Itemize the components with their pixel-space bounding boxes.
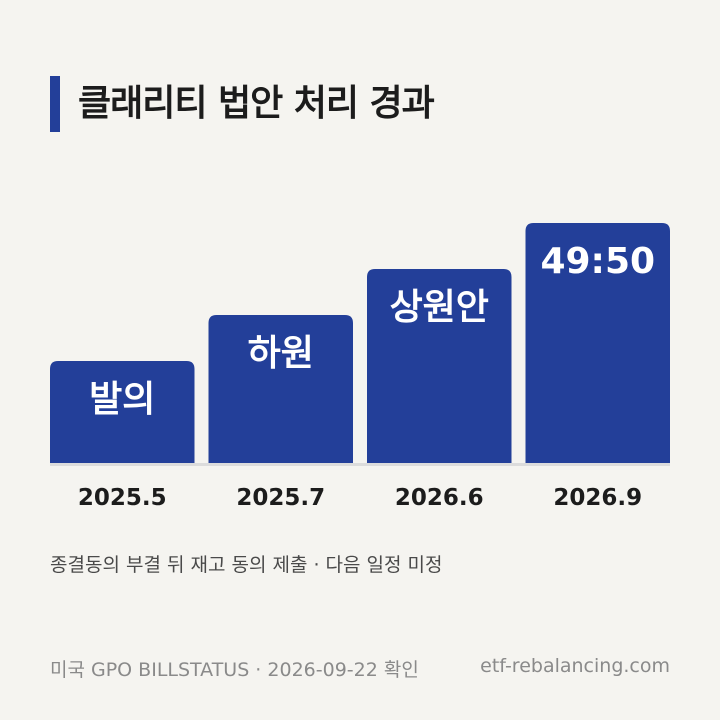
bar-label-0: 발의 [89, 379, 155, 420]
bar-label-3: 49:50 [540, 241, 655, 282]
site-url: etf-rebalancing.com [480, 655, 670, 677]
x-tick-label-0: 2025.5 [78, 485, 167, 511]
x-tick-label-1: 2025.7 [236, 485, 325, 511]
title-accent-bar [50, 76, 60, 132]
x-tick-label-3: 2026.9 [553, 485, 642, 511]
bar-2 [367, 269, 512, 463]
source-text: 미국 GPO BILLSTATUS · 2026-09-22 확인 [50, 659, 419, 681]
chart-note: 종결동의 부결 뒤 재고 동의 제출 · 다음 일정 미정 [50, 554, 443, 576]
bar-0 [50, 361, 195, 463]
bar-label-1: 하원 [248, 333, 314, 374]
bar-label-2: 상원안 [390, 287, 489, 328]
x-axis-baseline [50, 463, 670, 466]
bar-1 [208, 315, 353, 463]
chart-title: 클래리티 법안 처리 경과 [78, 83, 435, 124]
bar-3 [525, 223, 670, 463]
x-tick-label-2: 2026.6 [395, 485, 484, 511]
